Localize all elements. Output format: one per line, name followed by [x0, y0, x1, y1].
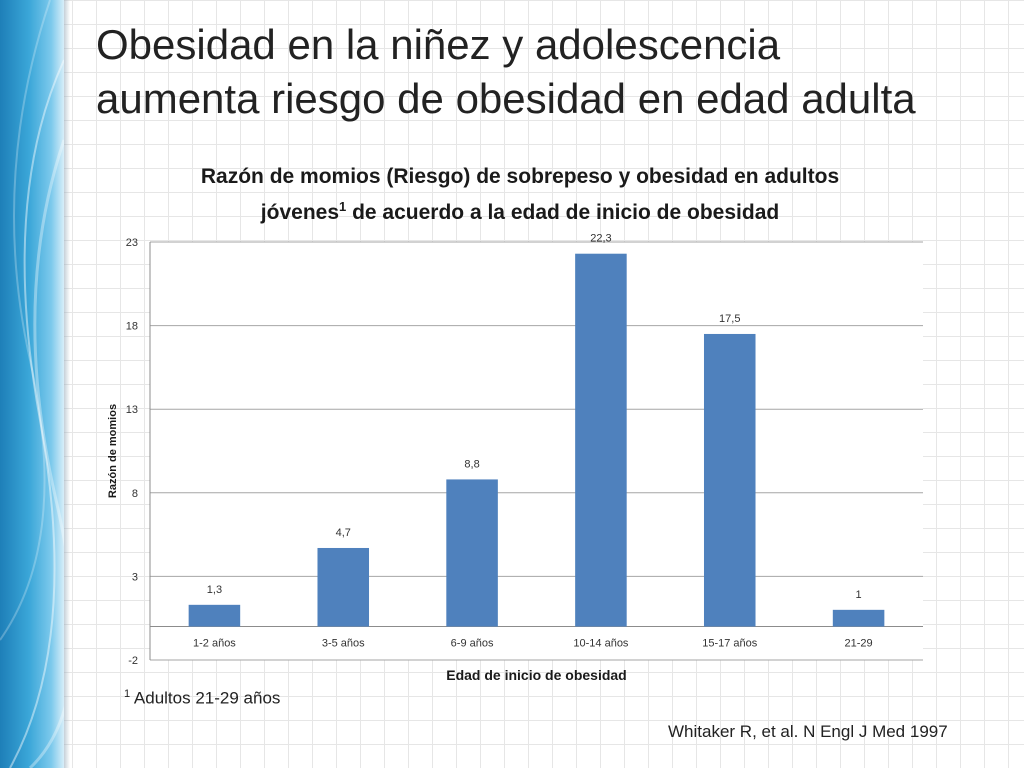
- y-tick-label: 8: [132, 488, 138, 500]
- x-tick-label: 10-14 años: [573, 638, 629, 650]
- chart-title-line-2-main: jóvenes: [260, 201, 340, 224]
- x-tick-label: 3-5 años: [322, 638, 365, 650]
- slide-title-line-1: Obesidad en la niñez y adolescencia: [96, 21, 781, 68]
- data-label: 1,3: [207, 584, 222, 596]
- decorative-side-band: [0, 0, 64, 768]
- x-axis-title: Edad de inicio de obesidad: [446, 667, 626, 683]
- bar: [188, 604, 241, 627]
- y-tick-label: 3: [132, 571, 138, 583]
- bar: [317, 547, 370, 627]
- x-tick-label: 6-9 años: [451, 638, 494, 650]
- x-tick-label: 21-29: [845, 638, 873, 650]
- bar: [446, 479, 498, 627]
- x-tick-label: 1-2 años: [193, 638, 236, 650]
- footnote-text: Adultos 21-29 años: [130, 688, 281, 708]
- x-tick-label: 15-17 años: [702, 638, 758, 650]
- bar: [575, 253, 627, 627]
- chart-title-line-2: jóvenes1 de acuerdo a la edad de inicio …: [100, 192, 940, 228]
- decorative-band-shadow: [64, 0, 70, 768]
- slide-title: Obesidad en la niñez y adolescencia aume…: [96, 18, 1016, 126]
- citation: Whitaker R, et al. N Engl J Med 1997: [668, 722, 948, 741]
- slide-title-line-2: aumenta riesgo de obesidad en edad adult…: [96, 75, 916, 122]
- y-tick-label: 23: [126, 237, 138, 249]
- data-label: 4,7: [336, 527, 351, 539]
- y-axis-title: Razón de momios: [107, 404, 119, 498]
- bar: [832, 609, 885, 627]
- data-label: 1: [856, 589, 862, 601]
- data-label: 22,3: [590, 233, 611, 245]
- y-tick-label: 18: [126, 321, 138, 333]
- y-tick-label: -2: [128, 655, 138, 667]
- chart-title: Razón de momios (Riesgo) de sobrepeso y …: [100, 162, 940, 228]
- y-tick-label: 13: [126, 404, 138, 416]
- data-label: 8,8: [464, 458, 479, 470]
- bar: [703, 333, 756, 627]
- decorative-wave-lines: [0, 0, 64, 768]
- plot-area: [150, 242, 923, 660]
- data-label: 17,5: [719, 313, 740, 325]
- footnote: 1 Adultos 21-29 años: [124, 688, 280, 709]
- chart-title-line-1: Razón de momios (Riesgo) de sobrepeso y …: [200, 165, 840, 188]
- chart-title-line-2-rest: de acuerdo a la edad de inicio de obesid…: [346, 201, 780, 224]
- footnote-mark: 1: [124, 688, 131, 700]
- chart-title-superscript: 1: [339, 199, 347, 214]
